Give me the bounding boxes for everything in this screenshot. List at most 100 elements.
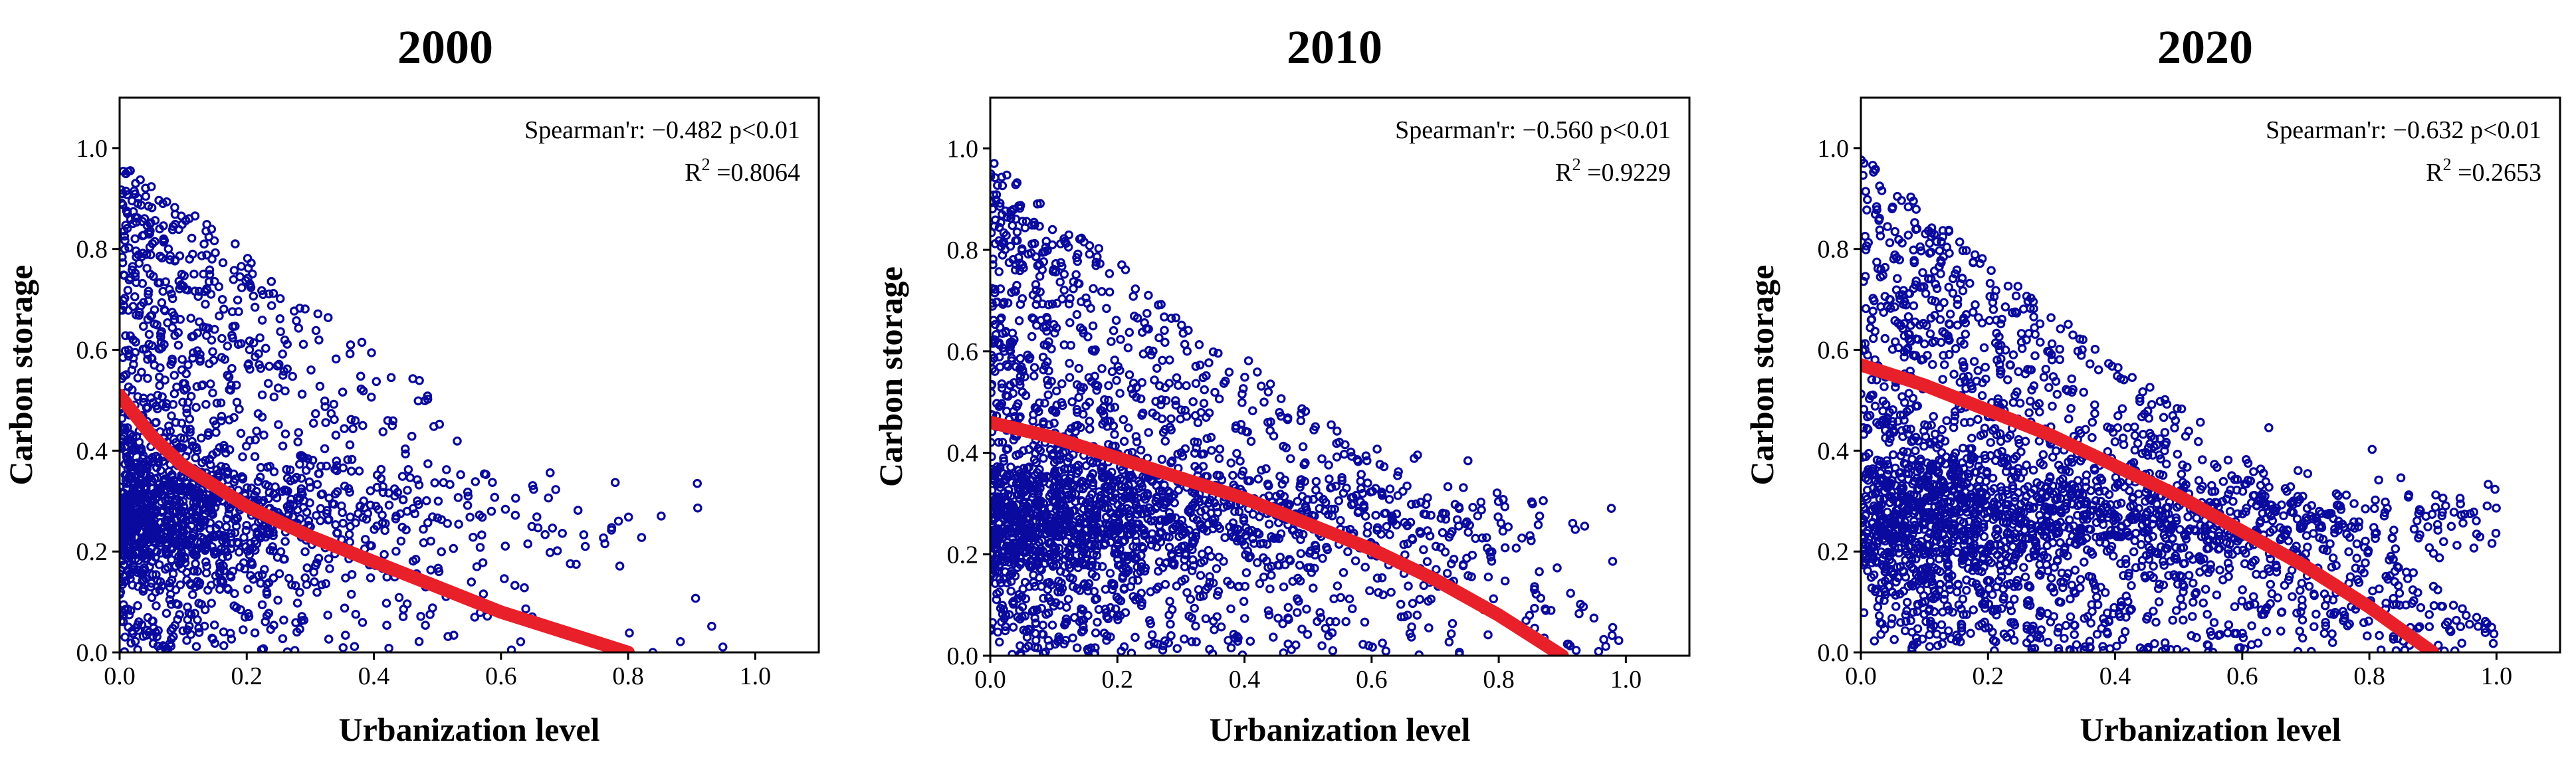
scatter-point xyxy=(1006,209,1016,219)
scatter-point xyxy=(1279,648,1288,656)
scatter-point xyxy=(623,512,633,522)
scatter-point xyxy=(1493,512,1503,522)
scatter-point xyxy=(1038,621,1048,630)
scatter-point xyxy=(209,620,219,630)
scatter-point xyxy=(152,320,161,330)
scatter-point xyxy=(189,331,199,341)
scatter-point xyxy=(488,478,497,487)
scatter-point xyxy=(1398,486,1408,496)
scatter-point xyxy=(423,518,433,527)
scatter-point xyxy=(1385,484,1395,494)
scatter-point xyxy=(1136,445,1146,455)
scatter-point xyxy=(572,559,581,569)
scatter-point xyxy=(228,322,238,332)
scatter-point xyxy=(453,493,463,502)
scatter-point xyxy=(1861,608,1869,618)
scatter-point xyxy=(1169,490,1179,500)
scatter-point xyxy=(2104,359,2113,368)
scatter-point xyxy=(2066,612,2076,622)
scatter-point xyxy=(330,489,340,499)
scatter-point xyxy=(322,506,332,516)
scatter-point xyxy=(1455,648,1464,656)
scatter-point xyxy=(181,369,191,379)
scatter-point xyxy=(527,522,537,531)
scatter-point xyxy=(1088,321,1098,331)
scatter-point xyxy=(1201,585,1211,595)
scatter-point xyxy=(238,625,248,634)
scatter-point xyxy=(1988,627,1997,637)
scatter-point xyxy=(1212,564,1222,573)
scatter-point xyxy=(1463,527,1473,537)
scatter-point xyxy=(1196,507,1206,516)
scatter-point xyxy=(990,254,998,264)
scatter-point xyxy=(500,504,510,514)
scatter-point xyxy=(1012,178,1022,187)
scatter-point xyxy=(146,226,155,236)
scatter-point xyxy=(227,363,237,373)
scatter-point xyxy=(1594,646,1604,656)
scatter-point xyxy=(2090,344,2100,354)
scatter-point xyxy=(207,335,217,345)
scatter-point xyxy=(1311,422,1320,432)
scatter-point xyxy=(366,486,376,496)
scatter-point xyxy=(165,427,175,436)
scatter-point xyxy=(1438,527,1448,537)
scatter-point xyxy=(1078,605,1088,615)
scatter-point xyxy=(1117,646,1126,656)
scatter-point xyxy=(139,231,149,240)
scatter-point xyxy=(167,289,176,299)
scatter-point xyxy=(381,599,391,608)
scatter-point xyxy=(1072,310,1082,320)
scatter-point xyxy=(379,549,389,559)
scatter-point xyxy=(191,453,200,462)
scatter-point xyxy=(181,425,191,434)
scatter-point xyxy=(188,348,198,357)
scatter-point xyxy=(1104,381,1113,391)
scatter-point xyxy=(2458,518,2468,528)
scatter-point xyxy=(1194,585,1204,595)
scatter-point xyxy=(1158,355,1167,365)
scatter-point xyxy=(298,502,308,512)
scatter-point xyxy=(1051,598,1061,607)
scatter-point xyxy=(1423,526,1432,535)
scatter-point xyxy=(160,305,169,315)
scatter-point xyxy=(2237,596,2247,606)
scatter-point xyxy=(231,603,241,613)
scatter-point xyxy=(168,399,178,409)
scatter-point xyxy=(2161,459,2171,469)
scatter-point xyxy=(2376,645,2386,652)
scatter-point xyxy=(1119,415,1128,425)
scatter-point xyxy=(320,396,330,406)
scatter-point xyxy=(1315,504,1325,514)
scatter-point xyxy=(1486,552,1495,562)
scatter-point xyxy=(1013,465,1023,475)
scatter-point xyxy=(272,361,282,371)
scatter-point xyxy=(2429,601,2439,611)
scatter-point xyxy=(1254,529,1264,539)
scatter-point xyxy=(1092,385,1101,395)
scatter-point xyxy=(1861,276,1868,286)
scatter-point xyxy=(356,384,366,394)
scatter-point xyxy=(405,473,415,482)
scatter-point xyxy=(177,355,187,364)
scatter-point xyxy=(305,461,315,470)
scatter-point xyxy=(2130,422,2139,432)
scatter-point xyxy=(1158,563,1168,573)
scatter-point xyxy=(163,540,172,550)
scatter-point xyxy=(1970,250,1980,260)
scatter-point xyxy=(233,295,243,305)
scatter-point xyxy=(1057,583,1067,593)
scatter-point xyxy=(1539,496,1548,506)
scatter-point xyxy=(1131,432,1141,441)
scatter-point xyxy=(127,365,137,375)
scatter-point xyxy=(217,353,227,362)
scatter-point xyxy=(1088,469,1097,478)
scatter-point xyxy=(995,587,1004,597)
scatter-point xyxy=(1174,381,1183,390)
scatter-point xyxy=(1069,613,1079,622)
scatter-point xyxy=(718,642,728,652)
scatter-point xyxy=(205,460,215,470)
scatter-point xyxy=(155,224,164,234)
scatter-point xyxy=(1121,608,1130,617)
scatter-point xyxy=(159,234,168,244)
